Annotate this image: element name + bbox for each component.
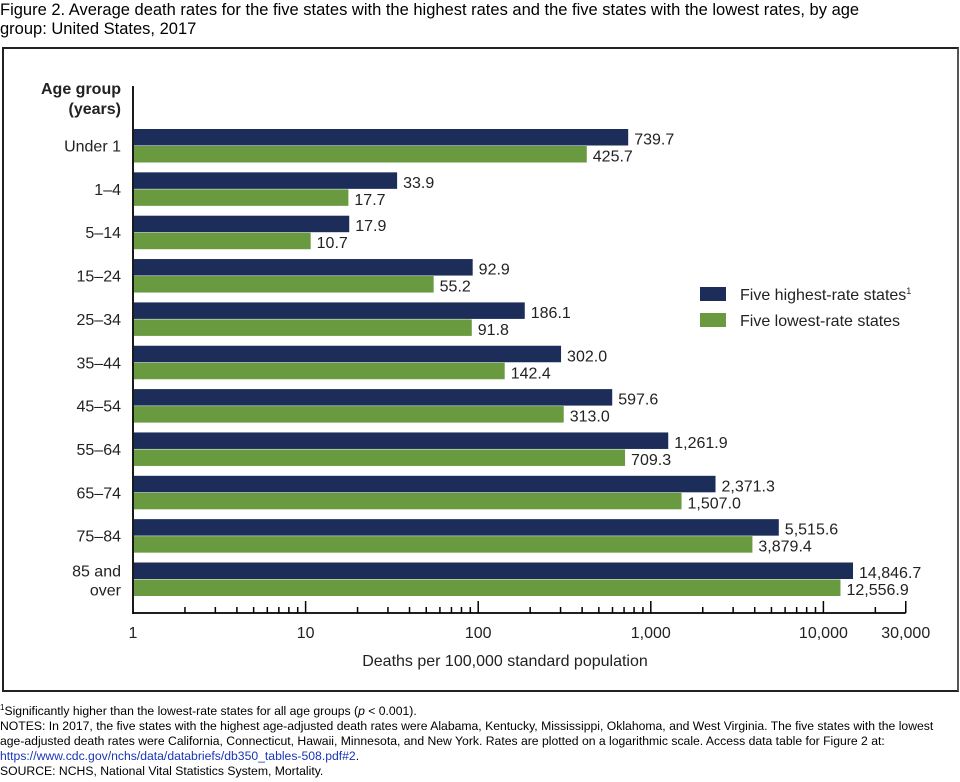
notes-end: . xyxy=(355,749,360,763)
bar-highest-rate xyxy=(134,389,613,406)
x-tick-label: 1,000 xyxy=(631,625,671,642)
legend-swatch-highest-rate xyxy=(700,287,726,301)
chart-frame xyxy=(2,47,959,692)
y-axis-title-line-2: (years) xyxy=(69,101,121,118)
category-label-line-2: over xyxy=(90,583,122,600)
data-label-lowest-rate: 10.7 xyxy=(317,235,348,252)
bar-highest-rate xyxy=(134,475,716,493)
data-label-lowest-rate: 313.0 xyxy=(570,409,610,426)
data-label-lowest-rate: 91.8 xyxy=(478,322,509,339)
category-label: 15–24 xyxy=(77,269,122,286)
bar-lowest-rate xyxy=(134,319,472,336)
data-label-highest-rate: 597.6 xyxy=(618,392,658,409)
bar-lowest-rate xyxy=(134,276,434,293)
category-label: 45–54 xyxy=(77,399,122,416)
data-label-highest-rate: 186.1 xyxy=(531,305,571,322)
bar-highest-rate xyxy=(134,562,854,579)
bar-lowest-rate xyxy=(134,449,626,466)
footnote-p: p xyxy=(358,704,365,718)
figure-notes: 1Significantly higher than the lowest-ra… xyxy=(0,702,960,779)
category-label: 55–64 xyxy=(77,442,122,459)
data-label-lowest-rate: 55.2 xyxy=(440,279,471,296)
data-label-lowest-rate: 12,556.9 xyxy=(846,582,908,599)
notes-text: NOTES: In 2017, the five states with the… xyxy=(0,719,934,748)
data-table-link[interactable]: https://www.cdc.gov/nchs/data/databriefs… xyxy=(0,749,356,763)
bar-lowest-rate xyxy=(134,406,564,423)
bar-lowest-rate xyxy=(134,536,753,553)
source-line: SOURCE: NCHS, National Vital Statistics … xyxy=(0,764,324,778)
data-label-highest-rate: 14,846.7 xyxy=(859,565,921,582)
data-label-highest-rate: 302.0 xyxy=(567,348,607,365)
bar-lowest-rate xyxy=(134,492,682,510)
category-label: 1–4 xyxy=(94,182,121,199)
figure-title-line-2: group: United States, 2017 xyxy=(0,20,197,38)
x-tick-label: 100 xyxy=(465,625,492,642)
data-label-highest-rate: 33.9 xyxy=(403,175,434,192)
data-label-highest-rate: 92.9 xyxy=(479,262,510,279)
bar-highest-rate xyxy=(134,519,779,536)
bar-highest-rate xyxy=(134,259,473,276)
data-label-highest-rate: 739.7 xyxy=(634,132,674,149)
bar-highest-rate xyxy=(134,345,562,363)
bar-highest-rate xyxy=(134,172,398,189)
legend-label-lowest-rate: Five lowest-rate states xyxy=(740,313,900,330)
data-label-highest-rate: 17.9 xyxy=(355,218,386,235)
bar-highest-rate xyxy=(134,302,525,319)
x-tick-label: 30,000 xyxy=(881,625,930,642)
data-label-lowest-rate: 425.7 xyxy=(593,149,633,166)
footnote: 1Significantly higher than the lowest-ra… xyxy=(0,702,960,719)
bar-lowest-rate xyxy=(134,232,311,250)
category-label: 5–14 xyxy=(85,225,121,242)
data-label-highest-rate: 1,261.9 xyxy=(674,435,727,452)
x-tick-label: 1 xyxy=(129,625,138,642)
notes-paragraph: NOTES: In 2017, the five states with the… xyxy=(0,719,960,764)
legend-swatch-lowest-rate xyxy=(700,313,726,327)
bar-chart: Age group (years) 1 10 100 1,000 10,000 30,000 D… xyxy=(41,81,930,670)
data-label-lowest-rate: 17.7 xyxy=(354,192,385,209)
bar-lowest-rate xyxy=(134,579,841,596)
x-tick-label: 10 xyxy=(297,625,315,642)
footnote-marker: 1 xyxy=(0,702,5,712)
data-label-lowest-rate: 142.4 xyxy=(511,365,551,382)
footnote-text: Significantly higher than the lowest-rat… xyxy=(4,704,359,718)
bar-highest-rate xyxy=(134,129,629,146)
category-label: Under 1 xyxy=(64,139,121,156)
data-label-highest-rate: 5,515.6 xyxy=(785,522,838,539)
legend-label-highest-rate: Five highest-rate states1 xyxy=(740,286,911,304)
category-label: 25–34 xyxy=(77,312,122,329)
bar-lowest-rate xyxy=(134,146,587,163)
legend-superscript: 1 xyxy=(906,286,911,296)
footnote-text-end: < 0.001). xyxy=(364,704,417,718)
bar-lowest-rate xyxy=(134,189,349,206)
y-axis-title-line-1: Age group xyxy=(41,81,121,98)
data-label-highest-rate: 2,371.3 xyxy=(722,478,775,495)
data-label-lowest-rate: 1,507.0 xyxy=(688,495,741,512)
category-label: 35–44 xyxy=(77,355,122,372)
data-label-lowest-rate: 3,879.4 xyxy=(758,539,811,556)
bar-highest-rate xyxy=(134,215,350,233)
x-axis-title: Deaths per 100,000 standard population xyxy=(362,653,648,670)
bar-lowest-rate xyxy=(134,362,505,380)
category-label-line-1: 85 and xyxy=(72,564,121,581)
category-label: 65–74 xyxy=(77,485,122,502)
figure-title-line-1: Figure 2. Average death rates for the fi… xyxy=(0,1,860,19)
category-label: 75–84 xyxy=(77,529,122,546)
x-tick-label: 10,000 xyxy=(799,625,848,642)
figure-title: Figure 2. Average death rates for the fi… xyxy=(0,1,950,39)
data-label-lowest-rate: 709.3 xyxy=(631,452,671,469)
bar-highest-rate xyxy=(134,432,669,449)
